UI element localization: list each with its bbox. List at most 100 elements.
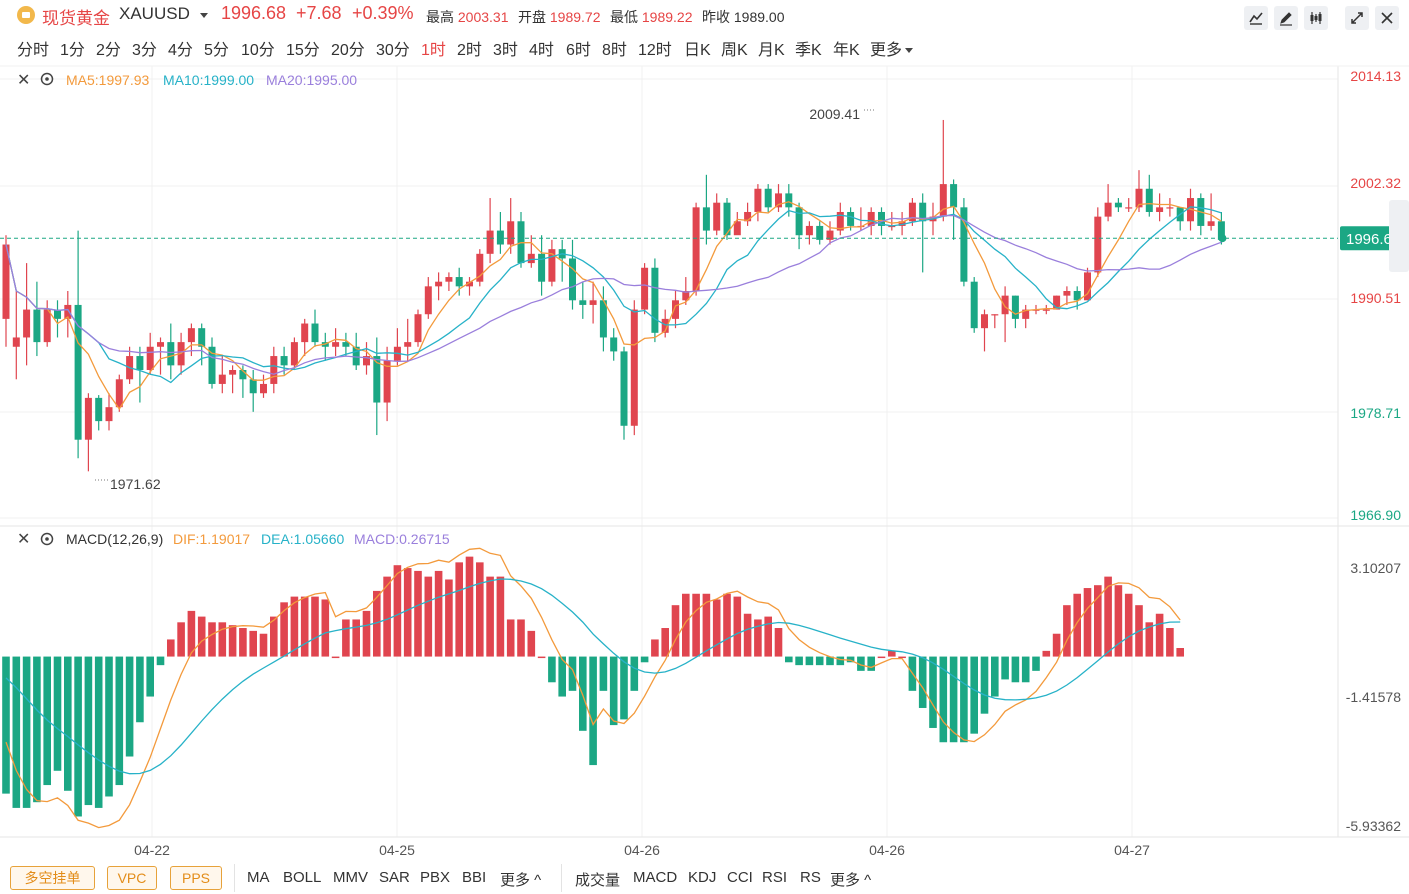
candle-body — [445, 277, 453, 282]
x-axis-label: 04-22 — [134, 842, 170, 858]
ma10-line — [5, 206, 1222, 384]
indicator-item[interactable]: 更多 ^ — [500, 872, 542, 889]
candle-body — [527, 253, 535, 264]
period-tab[interactable]: 30分 — [376, 42, 410, 59]
candle-body — [950, 184, 958, 208]
period-tab[interactable]: 月K — [758, 42, 785, 59]
period-tab[interactable]: 日K — [684, 42, 711, 59]
ma-legend-item: MA20:1995.00 — [266, 72, 357, 88]
candle-body — [167, 342, 175, 366]
chevron-down-icon[interactable] — [200, 13, 208, 18]
macd-bar — [424, 576, 433, 657]
candle-body — [84, 397, 92, 440]
macd-bar — [826, 656, 834, 666]
period-tab[interactable]: 8时 — [602, 42, 627, 59]
macd-bar — [2, 656, 10, 794]
period-tab[interactable]: 3分 — [132, 42, 157, 59]
indicator-item[interactable]: MA — [247, 869, 270, 886]
macd-bar — [898, 656, 906, 659]
candle-body — [795, 207, 803, 236]
period-tab[interactable]: 3时 — [493, 42, 518, 59]
candle-body — [1166, 207, 1174, 209]
macd-bar — [1021, 656, 1030, 683]
last-price-dot — [1218, 234, 1227, 243]
sub-indicator-item[interactable]: 更多 ^ — [830, 872, 872, 889]
candle-body — [342, 342, 350, 347]
period-tab[interactable]: 20分 — [331, 42, 365, 59]
candle-body — [826, 230, 834, 240]
indicator-item[interactable]: MMV — [333, 869, 368, 886]
candle-body — [1207, 221, 1215, 226]
period-tab[interactable]: 4分 — [168, 42, 193, 59]
vpc-button[interactable]: VPC — [107, 866, 157, 890]
macd-bar — [743, 613, 752, 657]
line-chart-icon[interactable] — [1244, 6, 1268, 30]
macd-bar — [12, 656, 21, 808]
macd-title: MACD(12,26,9) — [66, 531, 163, 547]
sub-indicator-item[interactable]: 成交量 — [575, 872, 621, 889]
sub-indicator-item[interactable]: RSI — [762, 869, 788, 886]
indicator-item[interactable]: BOLL — [283, 869, 322, 886]
macd-bar — [1114, 585, 1123, 657]
candle-body — [1084, 272, 1091, 301]
period-tab[interactable]: 6时 — [566, 42, 591, 59]
period-tab[interactable]: 4时 — [529, 42, 554, 59]
sub-indicator-item[interactable]: MACD — [633, 869, 678, 886]
stat-low-value: 1989.22 — [641, 9, 693, 25]
period-tab[interactable]: 1分 — [60, 42, 85, 59]
period-tab[interactable]: 12时 — [638, 42, 672, 59]
close-icon[interactable] — [1375, 6, 1399, 30]
period-tab[interactable]: 2时 — [457, 42, 482, 59]
fullscreen-icon[interactable] — [1345, 6, 1369, 30]
macd-bar — [414, 570, 422, 657]
draw-pen-icon[interactable] — [1274, 6, 1298, 30]
candle-body — [1104, 202, 1112, 217]
candle-body — [249, 379, 257, 394]
candle-body — [569, 258, 576, 301]
period-tab[interactable]: 周K — [721, 42, 748, 59]
period-tab[interactable]: 季K — [795, 42, 822, 59]
vpc-label: VPC — [117, 870, 147, 886]
candle-body — [414, 314, 422, 343]
indicator-item[interactable]: PBX — [420, 869, 451, 886]
pps-button[interactable]: PPS — [170, 866, 222, 890]
long-short-order-button[interactable]: 多空挂单 — [10, 866, 95, 890]
settings-icon-center — [45, 77, 49, 81]
macd-bar — [506, 619, 515, 657]
period-tab[interactable]: 年K — [833, 42, 860, 59]
candle-body — [764, 188, 772, 208]
period-tab[interactable]: 5分 — [204, 42, 229, 59]
macd-bar — [836, 656, 845, 666]
instrument-symbol[interactable]: XAUUSD — [119, 4, 190, 23]
candle-body — [1114, 202, 1122, 208]
last-price: 1996.68 — [221, 3, 287, 23]
instrument-name[interactable]: 现货黄金 — [42, 9, 110, 28]
macd-bar — [115, 656, 124, 786]
period-tab[interactable]: 分时 — [17, 42, 50, 59]
dif-line — [5, 547, 1181, 829]
period-tab[interactable]: 1时 — [421, 42, 446, 59]
candlestick-icon[interactable] — [1304, 6, 1328, 30]
candle-body — [744, 211, 752, 222]
candle-body — [373, 356, 381, 403]
sub-indicator-item[interactable]: RS — [800, 869, 821, 886]
indicator-item[interactable]: SAR — [379, 869, 410, 886]
y-tick-label: 1978.71 — [1350, 405, 1401, 421]
x-axis-label: 04-25 — [379, 842, 415, 858]
sub-indicator-item[interactable]: CCI — [727, 869, 753, 886]
x-axis-label: 04-26 — [869, 842, 905, 858]
pps-label: PPS — [181, 870, 210, 886]
macd-bar — [558, 656, 566, 697]
stat-prev-label: 昨收 — [702, 9, 730, 25]
sub-indicator-item[interactable]: KDJ — [688, 869, 717, 886]
period-tab[interactable]: 15分 — [286, 42, 320, 59]
macd-bar — [146, 656, 154, 697]
period-tab[interactable]: 更多 — [870, 36, 914, 60]
macd-bar — [723, 593, 731, 657]
candle-body — [991, 314, 999, 316]
indicator-item[interactable]: BBI — [462, 869, 487, 886]
candle-body — [960, 207, 968, 282]
period-tab[interactable]: 10分 — [241, 42, 275, 59]
period-tab[interactable]: 2分 — [96, 42, 121, 59]
